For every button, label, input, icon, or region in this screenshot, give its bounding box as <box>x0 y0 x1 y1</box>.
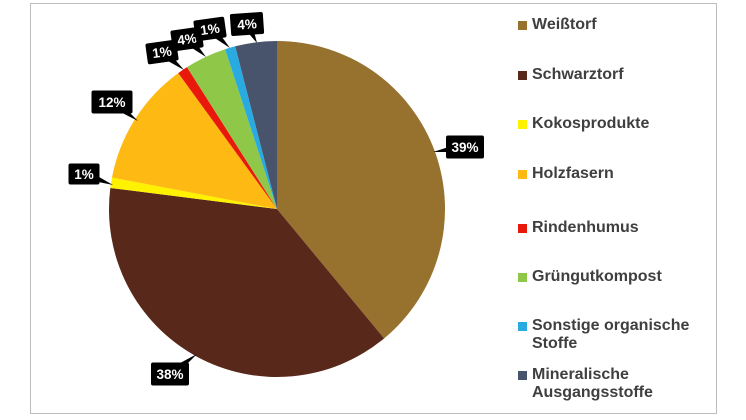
legend-label: Schwarztorf <box>532 66 624 83</box>
pie-slice-mineralische-ausgangsstoffe <box>235 41 277 209</box>
data-label-box <box>229 12 265 36</box>
data-label-box <box>193 16 227 42</box>
pie-slice-schwarztorf <box>108 187 385 378</box>
pie-slice-sonstige-organische-stoffe <box>225 46 277 209</box>
data-label-box <box>446 135 484 159</box>
pie-slice-gruengutkompost <box>186 49 277 209</box>
data-label-holzfasern: 12% <box>91 90 138 121</box>
data-label-value: 39% <box>451 140 478 155</box>
data-label-rindenhumus: 1% <box>145 39 184 70</box>
legend-item-kokosprodukte: Kokosprodukte <box>518 115 718 133</box>
pie-slice-kokosprodukte <box>110 177 277 209</box>
data-label-kokosprodukte: 1% <box>68 163 113 185</box>
legend-item-mineralische-ausgangsstoffe: Mineralische Ausgangsstoffe <box>518 366 718 402</box>
legend-swatch-gruengutkompost <box>518 273 527 282</box>
legend-label: Kokosprodukte <box>532 115 650 132</box>
legend-swatch-mineralische-ausgangsstoffe <box>518 371 527 380</box>
data-label-value: 1% <box>199 21 220 39</box>
data-label-box <box>91 90 133 114</box>
legend-swatch-holzfasern <box>518 170 527 179</box>
data-label-weisstorf: 39% <box>433 135 484 159</box>
data-label-box <box>145 39 179 65</box>
legend-swatch-rindenhumus <box>518 224 527 233</box>
data-label-value: 1% <box>151 44 172 62</box>
data-label-box <box>68 163 100 185</box>
legend-label: Weißtorf <box>532 16 597 33</box>
data-label-value: 4% <box>237 16 258 32</box>
data-label-box <box>151 362 189 386</box>
pie-slice-rindenhumus <box>178 67 277 210</box>
legend-label: Sonstige organische Stoffe <box>532 317 690 352</box>
legend-item-gruengutkompost: Grüngutkompost <box>518 268 718 286</box>
data-label-value: 1% <box>74 167 94 182</box>
data-label-mineralische-ausgangsstoffe: 4% <box>229 12 265 43</box>
data-label-sonstige-organische-stoffe: 1% <box>193 16 230 48</box>
legend-item-schwarztorf: Schwarztorf <box>518 66 718 84</box>
legend-item-sonstige-organische-stoffe: Sonstige organische Stoffe <box>518 317 718 353</box>
legend-swatch-sonstige-organische-stoffe <box>518 322 527 331</box>
pie-slice-holzfasern <box>111 73 277 209</box>
legend-swatch-schwarztorf <box>518 71 527 80</box>
data-label-schwarztorf: 38% <box>151 354 197 386</box>
legend-swatch-weisstorf <box>518 21 527 30</box>
data-label-value: 4% <box>176 31 197 49</box>
data-label-value: 38% <box>156 367 183 382</box>
legend-label: Grüngutkompost <box>532 268 662 285</box>
data-label-value: 12% <box>98 95 125 110</box>
legend: Weißtorf Schwarztorf Kokosprodukte Holzfase… <box>518 0 718 420</box>
legend-label: Holzfasern <box>532 165 614 182</box>
legend-label: Mineralische Ausgangsstoffe <box>532 366 653 401</box>
legend-item-rindenhumus: Rindenhumus <box>518 219 718 237</box>
legend-swatch-kokosprodukte <box>518 120 527 129</box>
legend-item-holzfasern: Holzfasern <box>518 165 718 183</box>
legend-item-weisstorf: Weißtorf <box>518 16 718 34</box>
pie-slice-weisstorf <box>277 41 446 339</box>
legend-label: Rindenhumus <box>532 219 639 236</box>
